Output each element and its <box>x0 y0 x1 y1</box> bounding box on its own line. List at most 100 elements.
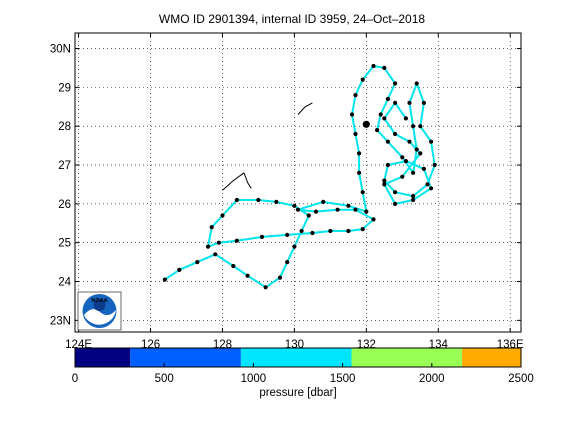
colorbar-bin <box>351 348 463 367</box>
coastline-segment <box>243 172 252 189</box>
profile-point <box>263 285 268 290</box>
profile-point <box>328 228 333 234</box>
profile-point <box>400 174 405 179</box>
colorbar-tick-label: 2500 <box>508 373 534 385</box>
profile-point <box>421 100 426 105</box>
last-position-marker <box>362 120 370 128</box>
y-tick-label: 26 <box>58 199 71 211</box>
profile-point <box>429 186 434 191</box>
y-tick-label: 24 <box>58 277 71 289</box>
profile-point <box>216 240 221 245</box>
profile-point <box>177 267 182 272</box>
profile-point <box>414 147 419 152</box>
profile-point <box>393 131 398 137</box>
profile-point <box>313 209 319 214</box>
profile-point <box>425 182 430 187</box>
profile-point <box>346 228 351 234</box>
profile-point <box>353 93 358 98</box>
profile-point <box>429 139 434 144</box>
profile-point <box>234 197 239 203</box>
profile-point <box>357 151 362 156</box>
profile-point <box>411 197 416 203</box>
profile-point <box>385 139 390 144</box>
profile-point <box>393 201 398 206</box>
noaa-logo-text: NOAA <box>91 298 107 304</box>
figure-title: WMO ID 2901394, internal ID 3959, 24–Oct… <box>159 12 425 26</box>
profile-point <box>403 159 408 164</box>
profile-point <box>418 124 423 129</box>
profile-point <box>220 213 225 218</box>
float-track <box>162 63 437 290</box>
colorbar-frame <box>74 347 522 368</box>
profile-point <box>299 228 304 234</box>
profile-point <box>375 128 380 133</box>
y-tick-label: 25 <box>58 238 71 250</box>
profile-point <box>403 116 408 121</box>
profile-point <box>432 162 437 168</box>
profile-point <box>274 199 279 204</box>
profile-point <box>418 151 423 156</box>
profile-point <box>407 139 412 144</box>
profile-point <box>411 124 416 129</box>
profile-point <box>353 131 358 137</box>
profile-point <box>256 197 261 203</box>
map-frame <box>74 32 522 333</box>
map-axes: 124E 126 128 130 132 134 136E 30N2928272625242… <box>50 32 524 351</box>
profile-point <box>353 207 358 212</box>
profile-point <box>421 166 426 171</box>
profile-point <box>277 275 283 280</box>
profile-point <box>321 199 326 204</box>
colorbar-tick-label: 1500 <box>330 373 356 385</box>
profile-point <box>295 207 301 212</box>
profile-point <box>371 63 376 69</box>
colorbar-bin <box>130 348 241 367</box>
profile-point <box>234 238 239 243</box>
profile-point <box>414 81 419 86</box>
profile-point <box>382 65 387 70</box>
profile-point <box>245 273 250 278</box>
coastline-segment <box>222 172 245 191</box>
profile-point <box>360 190 365 195</box>
profile-point <box>231 263 236 269</box>
profile-point <box>400 155 405 160</box>
profile-point <box>407 100 412 105</box>
profile-point <box>411 194 416 199</box>
y-tick-label: 23N <box>50 315 71 327</box>
profile-point <box>213 252 218 257</box>
profile-point <box>349 112 355 117</box>
colorbar-tick-label: 500 <box>155 373 174 385</box>
profile-point <box>335 207 340 212</box>
noaa-logo-wave <box>83 309 116 325</box>
profile-point <box>393 190 398 195</box>
profile-point <box>382 178 387 183</box>
colorbar-tick-label: 2000 <box>419 373 445 385</box>
profile-point <box>259 234 265 239</box>
profile-point <box>385 162 390 168</box>
y-tick-label: 28 <box>58 121 71 133</box>
colorbar-ticks: 0 500 1000 1500 2000 2500 <box>72 363 534 385</box>
profile-point <box>360 227 365 232</box>
profile-point <box>393 81 398 86</box>
profile-point <box>292 244 297 249</box>
colorbar: 0 500 1000 1500 2000 2500 pressure [dbar] <box>72 347 534 399</box>
colorbar-tick-label: 0 <box>72 373 78 385</box>
profile-point <box>206 244 211 249</box>
profile-point <box>310 230 315 236</box>
coastlines <box>222 102 313 191</box>
profile-point <box>371 217 376 222</box>
colorbar-tick-label: 1000 <box>241 373 267 385</box>
profile-point <box>378 112 383 117</box>
colorbar-bin <box>240 348 352 367</box>
profile-point <box>364 209 369 214</box>
colorbar-bin <box>462 348 521 367</box>
profile-point <box>162 277 167 282</box>
profile-point <box>357 170 362 175</box>
profile-point <box>382 182 387 187</box>
profile-point <box>306 213 311 218</box>
noaa-logo-bird <box>93 299 106 311</box>
colorbar-bins <box>75 348 521 367</box>
noaa-logo: NOAA <box>77 291 122 331</box>
y-tick-label: 30N <box>50 44 71 56</box>
y-tick-label: 29 <box>58 82 71 94</box>
profile-point <box>393 100 398 105</box>
